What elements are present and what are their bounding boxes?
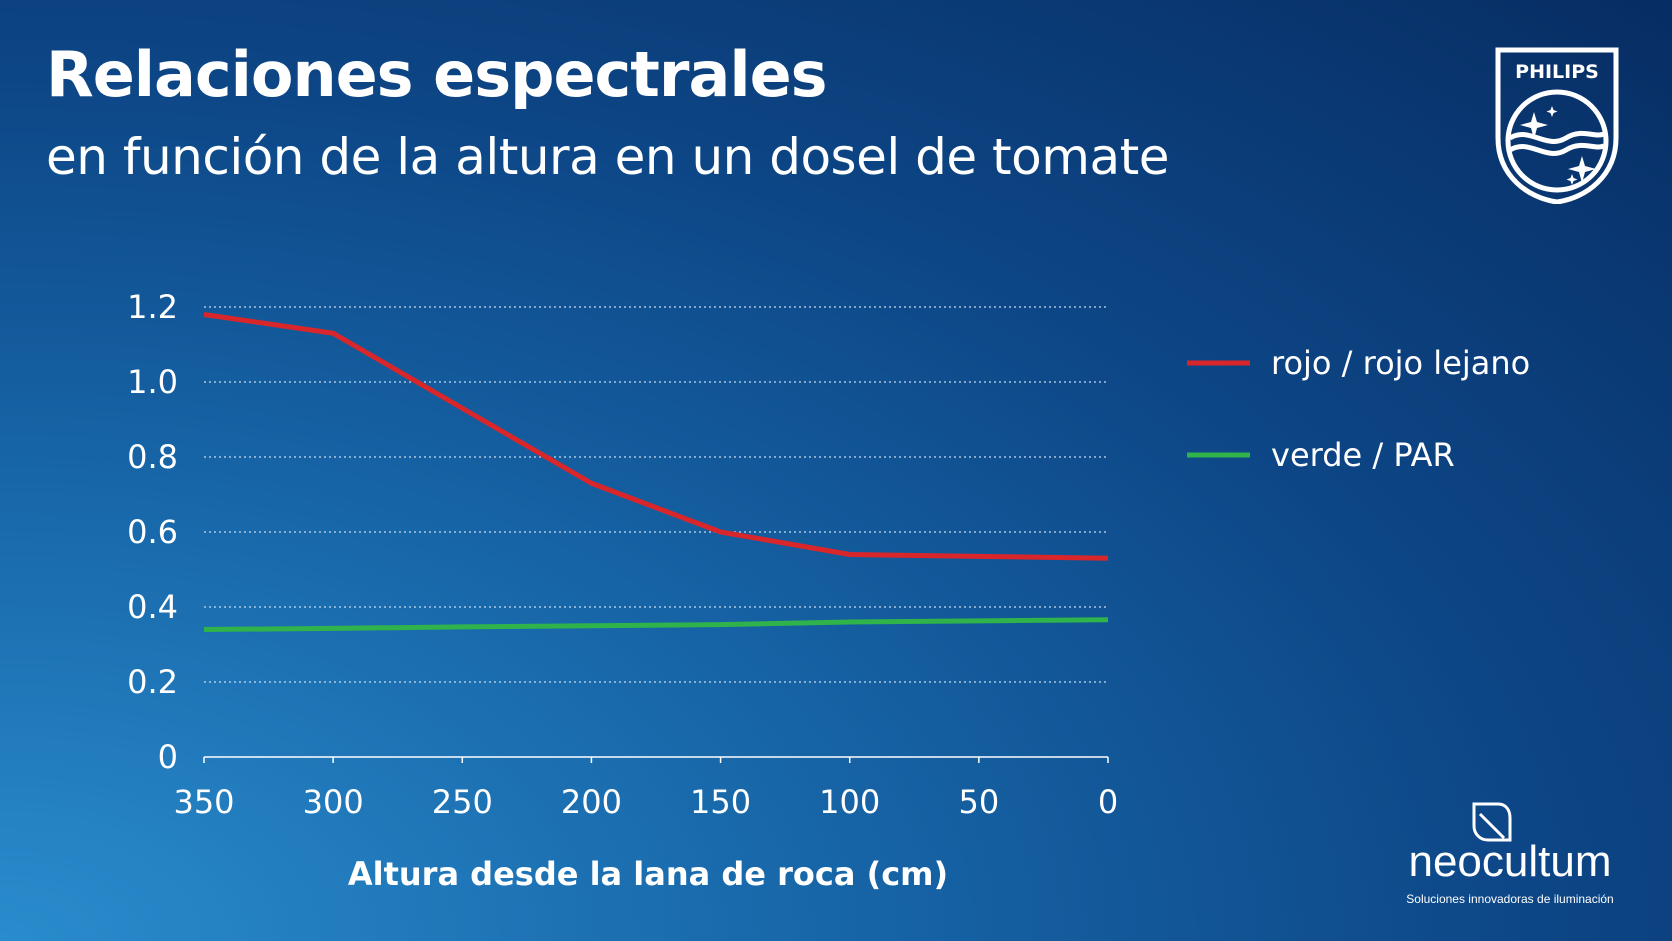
page-subtitle: en función de la altura en un dosel de t… xyxy=(46,128,1169,186)
y-axis-ticks: 1.2 1.0 0.8 0.6 0.4 0.2 0 xyxy=(127,288,178,776)
y-tick-label: 1.2 xyxy=(127,288,178,326)
x-tick-label: 0 xyxy=(1098,783,1118,821)
x-tick-label: 50 xyxy=(958,783,999,821)
star-icon xyxy=(1520,112,1548,139)
x-tick-label: 200 xyxy=(561,783,622,821)
neocultum-tagline: Soluciones innovadoras de iluminación xyxy=(1406,892,1613,906)
series-line-1 xyxy=(203,312,1109,561)
philips-wave-icon xyxy=(1508,130,1605,144)
legend-label: rojo / rojo lejano xyxy=(1271,344,1530,382)
series-lines xyxy=(203,312,1109,632)
star-icon xyxy=(1566,174,1578,185)
philips-shield-outline xyxy=(1495,47,1619,204)
philips-logo: PHILIPS xyxy=(1495,47,1619,204)
philips-globe xyxy=(1505,89,1609,193)
y-tick-label: 0.8 xyxy=(127,438,178,476)
leaf-icon xyxy=(1472,802,1512,842)
neocultum-wordmark: neocultum xyxy=(1408,837,1611,886)
legend-label: verde / PAR xyxy=(1271,436,1455,474)
x-axis-label: Altura desde la lana de roca (cm) xyxy=(348,855,948,893)
x-tick-label: 250 xyxy=(432,783,493,821)
x-axis-ticks: 350 300 250 200 150 100 50 0 xyxy=(173,757,1118,821)
y-tick-label: 0.6 xyxy=(127,513,178,551)
y-tick-label: 0.2 xyxy=(127,663,178,701)
philips-wave-icon xyxy=(1508,142,1605,156)
philips-logo-text: PHILIPS xyxy=(1515,61,1599,83)
y-tick-label: 1.0 xyxy=(127,363,178,401)
y-tick-label: 0.4 xyxy=(127,588,178,626)
legend: rojo / rojo lejano verde / PAR xyxy=(1187,344,1530,474)
x-tick-label: 350 xyxy=(173,783,234,821)
page-title: Relaciones espectrales xyxy=(46,38,828,111)
star-icon xyxy=(1568,156,1596,183)
x-tick-label: 300 xyxy=(303,783,364,821)
y-tick-label: 0 xyxy=(158,738,178,776)
x-tick-label: 150 xyxy=(690,783,751,821)
neocultum-logo: neocultum Soluciones innovadoras de ilum… xyxy=(1406,802,1614,906)
series-line-2 xyxy=(203,617,1109,632)
grid-lines xyxy=(204,306,1108,683)
star-icon xyxy=(1546,106,1558,117)
x-tick-label: 100 xyxy=(819,783,880,821)
